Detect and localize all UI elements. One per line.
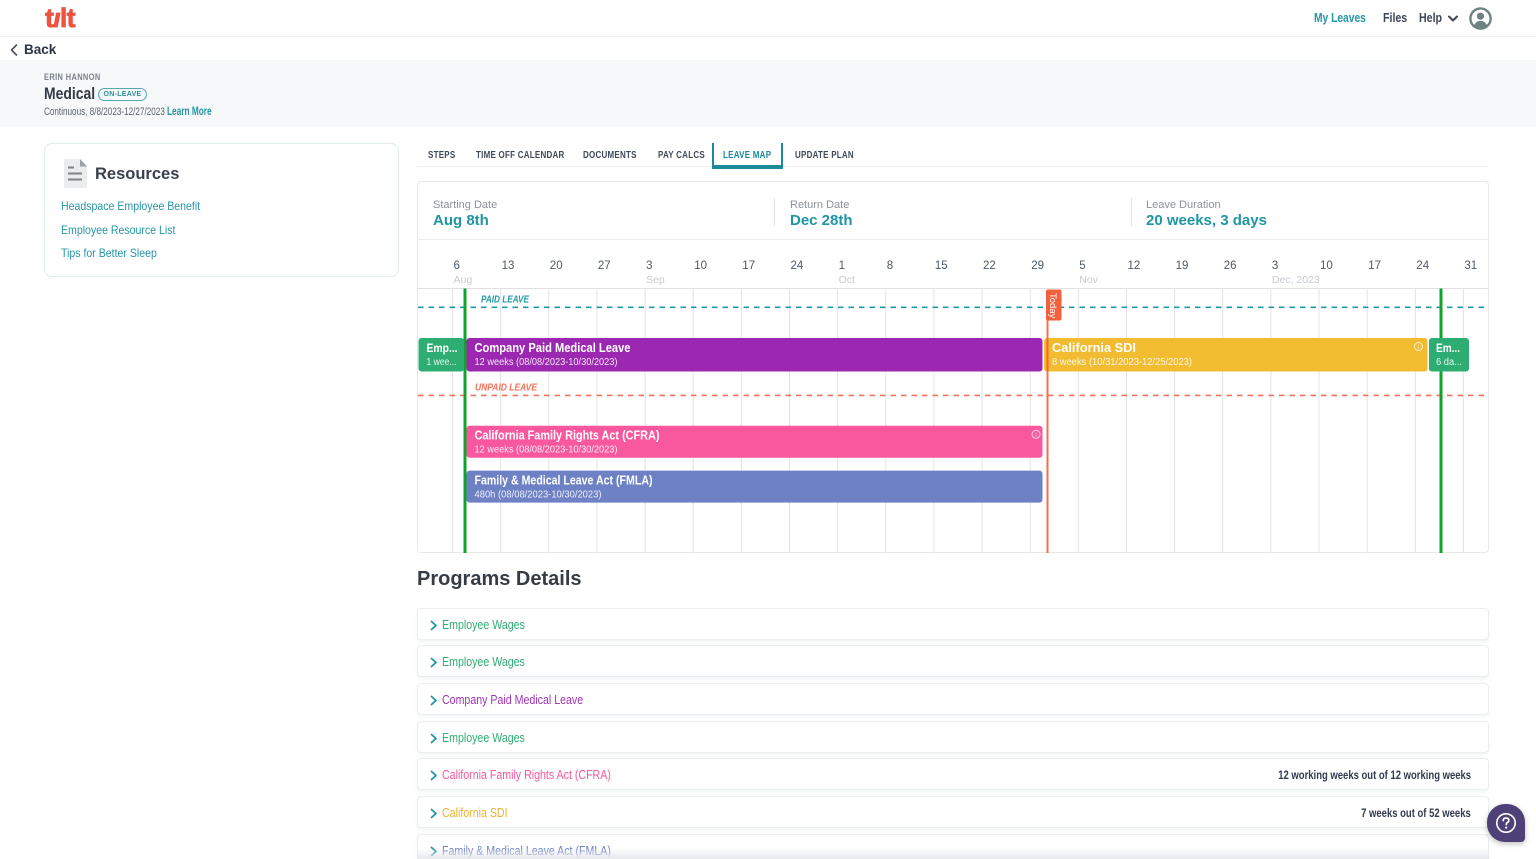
svg-text:13: 13 — [501, 260, 514, 272]
svg-text:31: 31 — [1464, 260, 1477, 272]
svg-text:12 weeks (08/08/2023-10/30/202: 12 weeks (08/08/2023-10/30/2023) — [474, 445, 617, 456]
svg-text:Emp...: Emp... — [426, 341, 457, 355]
svg-text:California SDI: California SDI — [1052, 341, 1136, 355]
svg-text:3: 3 — [646, 260, 652, 272]
svg-text:8: 8 — [886, 260, 892, 272]
svg-text:Dec, 2023: Dec, 2023 — [1271, 274, 1319, 286]
svg-text:6: 6 — [453, 260, 459, 272]
svg-text:8 weeks (10/31/2023-12/25/2023: 8 weeks (10/31/2023-12/25/2023) — [1052, 357, 1192, 368]
svg-text:10: 10 — [694, 260, 707, 272]
svg-text:27: 27 — [597, 260, 610, 272]
svg-text:i: i — [1417, 344, 1418, 351]
svg-text:26: 26 — [1223, 260, 1236, 272]
svg-text:12 weeks (08/08/2023-10/30/202: 12 weeks (08/08/2023-10/30/2023) — [474, 357, 617, 368]
svg-text:1: 1 — [838, 260, 844, 272]
svg-text:Em...: Em... — [1436, 341, 1460, 355]
svg-text:Sep: Sep — [646, 274, 665, 286]
svg-text:5: 5 — [1079, 260, 1085, 272]
svg-text:24: 24 — [790, 260, 803, 272]
svg-text:Today: Today — [1047, 293, 1058, 319]
svg-text:24: 24 — [1416, 260, 1429, 272]
svg-text:15: 15 — [934, 260, 947, 272]
svg-text:Nov: Nov — [1079, 274, 1098, 286]
svg-text:29: 29 — [1031, 260, 1044, 272]
svg-text:22: 22 — [983, 260, 996, 272]
svg-text:UNPAID LEAVE: UNPAID LEAVE — [475, 383, 537, 394]
svg-text:Aug: Aug — [453, 274, 472, 286]
svg-text:17: 17 — [1368, 260, 1381, 272]
svg-text:Family & Medical Leave Act (FM: Family & Medical Leave Act (FMLA) — [474, 474, 652, 488]
svg-text:480h (08/08/2023-10/30/2023): 480h (08/08/2023-10/30/2023) — [474, 490, 601, 501]
svg-text:PAID LEAVE: PAID LEAVE — [481, 295, 529, 306]
svg-text:17: 17 — [742, 260, 755, 272]
svg-text:California Family Rights Act (: California Family Rights Act (CFRA) — [474, 429, 659, 443]
svg-text:Company Paid Medical Leave: Company Paid Medical Leave — [474, 341, 630, 355]
svg-text:1 wee...: 1 wee... — [426, 357, 456, 368]
svg-text:Oct: Oct — [838, 274, 854, 286]
svg-text:12: 12 — [1127, 260, 1140, 272]
svg-text:10: 10 — [1320, 260, 1333, 272]
svg-text:6 da...: 6 da... — [1436, 357, 1462, 368]
svg-text:3: 3 — [1271, 260, 1277, 272]
svg-text:i: i — [1035, 432, 1036, 439]
svg-text:19: 19 — [1175, 260, 1188, 272]
svg-text:20: 20 — [549, 260, 562, 272]
